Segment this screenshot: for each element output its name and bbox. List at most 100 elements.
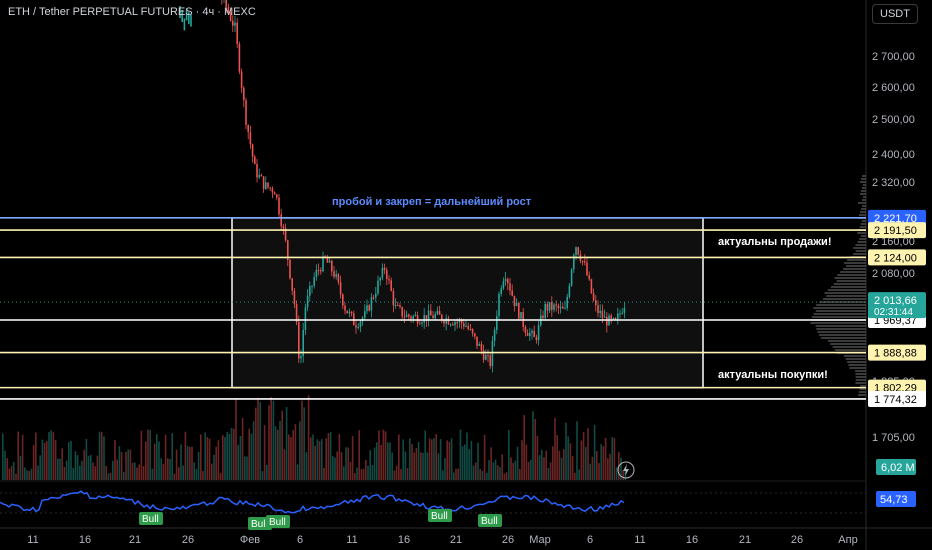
volume-bar bbox=[607, 458, 609, 480]
volume-bar bbox=[107, 473, 110, 480]
candle-body bbox=[397, 305, 399, 307]
candle-body bbox=[524, 326, 527, 333]
volume-profile-bar bbox=[855, 376, 866, 378]
candle-body bbox=[326, 257, 329, 263]
candle-body bbox=[368, 305, 370, 311]
volume-bar bbox=[158, 441, 160, 480]
candle-body bbox=[234, 22, 236, 26]
volume-profile-bar bbox=[858, 214, 866, 216]
volume-bar bbox=[439, 439, 442, 480]
price-tick-label: 2 400,00 bbox=[872, 149, 915, 161]
candle-body bbox=[386, 270, 388, 279]
volume-bar bbox=[384, 431, 387, 480]
candle-body bbox=[480, 344, 483, 351]
bull-signal-label: Bull bbox=[269, 517, 286, 528]
bull-signal-badge bbox=[139, 512, 163, 525]
volume-bar bbox=[411, 444, 413, 480]
volume-profile-bar bbox=[863, 196, 866, 198]
volume-bar bbox=[453, 472, 455, 480]
candle-body bbox=[518, 302, 520, 319]
volume-bar bbox=[349, 461, 352, 480]
candle-body bbox=[188, 12, 190, 25]
volume-bar bbox=[74, 451, 77, 480]
volume-bar bbox=[382, 429, 385, 480]
volume-bar bbox=[574, 472, 576, 480]
volume-bar bbox=[521, 440, 523, 480]
volume-bar bbox=[611, 437, 613, 480]
volume-bar bbox=[492, 462, 495, 480]
candle-body bbox=[251, 144, 254, 157]
candle-body bbox=[423, 315, 425, 323]
volume-bar bbox=[156, 434, 158, 480]
candle-body bbox=[364, 311, 366, 318]
volume-bar bbox=[250, 433, 253, 480]
candle-body bbox=[546, 303, 549, 311]
volume-bar bbox=[400, 469, 402, 480]
volume-profile-bar bbox=[846, 265, 866, 267]
volume-bar bbox=[327, 433, 330, 480]
candle-body bbox=[260, 174, 263, 177]
candle-body bbox=[280, 214, 282, 227]
level-price-tag bbox=[868, 344, 926, 361]
candle-body bbox=[254, 156, 256, 165]
volume-bar bbox=[466, 432, 468, 480]
volume-bar bbox=[552, 446, 554, 480]
volume-bar bbox=[35, 432, 37, 480]
candle-body bbox=[471, 329, 474, 334]
volume-bar bbox=[409, 438, 411, 480]
candle-body bbox=[346, 310, 348, 314]
volume-bar bbox=[94, 466, 96, 480]
candle-body bbox=[370, 297, 373, 311]
countdown-label: 02:31:44 bbox=[874, 307, 913, 318]
volume-bar bbox=[516, 446, 519, 480]
volume-bar bbox=[281, 410, 283, 480]
volume-bar bbox=[318, 441, 321, 480]
candle-body bbox=[322, 256, 324, 272]
volume-bar bbox=[563, 449, 565, 480]
volume-profile-bar bbox=[819, 301, 866, 303]
volume-profile-bar bbox=[840, 271, 866, 273]
currency-button[interactable]: USDT bbox=[872, 4, 918, 24]
volume-bar bbox=[589, 463, 591, 480]
volume-bar bbox=[208, 438, 211, 480]
volume-bar bbox=[560, 457, 563, 480]
volume-bar bbox=[591, 456, 594, 480]
volume-bar bbox=[230, 427, 233, 480]
level-price-label: 2 221,70 bbox=[874, 213, 917, 225]
volume-bar bbox=[373, 447, 376, 480]
volume-bar bbox=[204, 432, 206, 480]
candle-body bbox=[610, 315, 612, 319]
volume-profile-bar bbox=[832, 346, 866, 348]
volume-bar bbox=[87, 455, 90, 480]
volume-bar bbox=[131, 462, 134, 480]
volume-bar bbox=[554, 417, 556, 480]
candle-body bbox=[269, 187, 271, 189]
candle-body bbox=[399, 305, 401, 307]
volume-bar bbox=[241, 418, 244, 480]
candle-body bbox=[493, 329, 496, 341]
volume-bar bbox=[202, 470, 204, 480]
volume-bar bbox=[252, 421, 255, 480]
volume-bar bbox=[459, 429, 462, 480]
candle-body bbox=[612, 318, 615, 320]
volume-bar bbox=[596, 450, 598, 480]
volume-bar bbox=[248, 428, 250, 480]
candle-body bbox=[438, 310, 441, 315]
volume-bar bbox=[239, 435, 242, 480]
bull-signal-label: Bull bbox=[142, 514, 159, 525]
volume-bar bbox=[120, 452, 123, 480]
volume-bar bbox=[98, 431, 101, 480]
volume-bar bbox=[112, 460, 114, 480]
volume-bar bbox=[503, 473, 506, 480]
volume-bar bbox=[226, 431, 228, 480]
time-tick-label: 11 bbox=[27, 534, 38, 546]
volume-profile-bar bbox=[836, 280, 866, 282]
candle-body bbox=[348, 311, 351, 314]
candle-body bbox=[306, 295, 309, 308]
candle-body bbox=[240, 71, 243, 88]
price-tick-label: 2 080,00 bbox=[872, 268, 915, 280]
volume-bar bbox=[420, 452, 422, 480]
candle-body bbox=[544, 303, 546, 319]
volume-profile-bar bbox=[845, 358, 866, 360]
